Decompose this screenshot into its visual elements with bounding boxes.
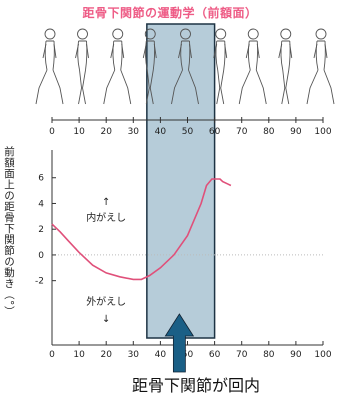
y-tick-label: 4: [38, 199, 44, 209]
inversion-label: 内がえし: [86, 211, 126, 224]
top-tick-label: 70: [236, 127, 248, 137]
top-tick-label: 10: [73, 127, 85, 137]
walking-figure: [213, 28, 228, 105]
top-tick-label: 100: [314, 127, 331, 137]
y-tick-label: 6: [38, 174, 44, 184]
eversion-arrow-icon: ↓: [102, 314, 110, 325]
y-tick-label: -2: [35, 277, 44, 287]
walking-figure: [35, 28, 64, 105]
top-tick-label: 50: [182, 127, 194, 137]
x-tick-label: 20: [100, 350, 112, 360]
walking-figure: [171, 28, 199, 105]
x-tick-label: 0: [49, 350, 55, 360]
top-x-axis: 0 10 20 30 40 50 60 70 80 90 100: [49, 117, 332, 137]
x-tick-label: 30: [128, 350, 140, 360]
top-tick-label: 20: [100, 127, 112, 137]
walking-figure: [142, 28, 157, 105]
top-tick-label: 0: [49, 127, 55, 137]
highlight-band: [146, 23, 216, 339]
top-tick-label: 40: [155, 127, 167, 137]
pronation-arrow-icon: [164, 313, 195, 373]
top-tick-label: 80: [263, 127, 275, 137]
walking-figures: [35, 28, 335, 105]
pronation-caption: 距骨下関節が回内: [132, 376, 261, 395]
top-tick-label: 90: [290, 127, 302, 137]
y-tick-label: 2: [38, 225, 44, 235]
walking-figure: [103, 28, 132, 105]
walking-figure: [75, 28, 89, 105]
chart-title: 距骨下関節の運動学（前額面）: [82, 6, 258, 20]
inversion-arrow-icon: ↑: [102, 197, 110, 208]
walking-figure: [306, 28, 335, 105]
x-tick-label: 100: [314, 350, 331, 360]
x-tick-label: 40: [155, 350, 167, 360]
x-tick-label: 10: [73, 350, 85, 360]
y-axis-label: 前額面上の距骨下関節の動き（°）: [3, 146, 15, 317]
series-line: [51, 178, 232, 281]
x-tick-label: 70: [236, 350, 248, 360]
x-tick-label: 90: [290, 350, 302, 360]
x-tick-label: 80: [263, 350, 275, 360]
top-tick-label: 30: [128, 127, 140, 137]
x-tick-label: 60: [209, 350, 221, 360]
y-tick-label: 0: [38, 251, 44, 261]
walking-figure: [278, 28, 293, 105]
walking-figure: [238, 28, 267, 105]
x-tick-label: 50: [182, 350, 194, 360]
top-tick-label: 60: [209, 127, 221, 137]
eversion-label: 外がえし: [86, 295, 126, 308]
